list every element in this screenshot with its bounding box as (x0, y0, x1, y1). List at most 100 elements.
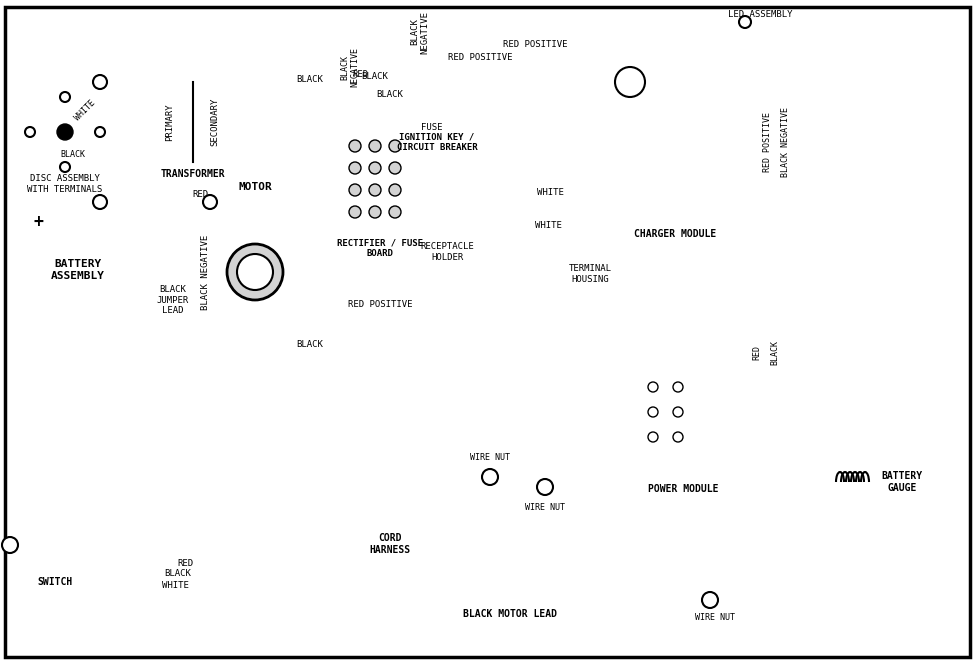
Bar (695, 112, 713, 192)
Circle shape (702, 592, 718, 608)
Text: CORD
HARNESS: CORD HARNESS (370, 533, 411, 555)
Bar (26, 217, 46, 237)
Text: POWER MODULE: POWER MODULE (648, 484, 718, 494)
Text: RED POSITIVE: RED POSITIVE (347, 299, 412, 308)
Text: BLACK: BLACK (297, 340, 323, 348)
Circle shape (389, 206, 401, 218)
Circle shape (389, 184, 401, 196)
Text: BATTERY
ASSEMBLY: BATTERY ASSEMBLY (51, 260, 105, 281)
Bar (422, 119, 440, 137)
Text: BLACK MOTOR LEAD: BLACK MOTOR LEAD (463, 609, 557, 619)
Circle shape (739, 16, 751, 28)
Text: BLACK: BLACK (61, 150, 86, 158)
Text: SWITCH: SWITCH (37, 577, 72, 587)
Circle shape (25, 127, 35, 137)
Circle shape (673, 407, 683, 417)
Text: +: + (33, 213, 43, 231)
Bar (148, 82, 238, 162)
Text: WIRE NUT: WIRE NUT (525, 502, 565, 512)
Text: CHARGER MODULE: CHARGER MODULE (633, 229, 716, 239)
Text: BATTERY
GAUGE: BATTERY GAUGE (881, 471, 922, 493)
Text: RED: RED (177, 559, 193, 569)
Circle shape (349, 162, 361, 174)
Circle shape (369, 184, 381, 196)
Text: WIRE NUT: WIRE NUT (695, 612, 735, 622)
Circle shape (60, 92, 70, 102)
Text: RED POSITIVE: RED POSITIVE (448, 52, 512, 62)
Circle shape (648, 382, 658, 392)
Circle shape (648, 407, 658, 417)
Circle shape (482, 469, 498, 485)
Text: WHITE: WHITE (73, 98, 97, 122)
Text: BLACK
JUMPER
LEAD: BLACK JUMPER LEAD (157, 285, 189, 315)
Text: RED: RED (352, 70, 368, 79)
Circle shape (369, 206, 381, 218)
Text: BLACK: BLACK (770, 340, 780, 365)
Circle shape (349, 184, 361, 196)
Circle shape (2, 537, 18, 553)
Text: DISC ASSEMBLY
WITH TERMINALS: DISC ASSEMBLY WITH TERMINALS (27, 174, 102, 194)
Text: RED: RED (752, 344, 761, 359)
Text: IGNITION KEY /
CIRCUIT BREAKER: IGNITION KEY / CIRCUIT BREAKER (396, 132, 477, 152)
Circle shape (227, 244, 283, 300)
Bar (30, 126, 100, 138)
Circle shape (237, 254, 273, 290)
Text: BLACK
NEGATIVE: BLACK NEGATIVE (410, 11, 429, 54)
Bar (645, 112, 663, 192)
Text: TERMINAL
HOUSING: TERMINAL HOUSING (568, 264, 612, 284)
Text: WHITE: WHITE (535, 220, 561, 230)
Circle shape (203, 195, 217, 209)
Text: FUSE: FUSE (422, 122, 443, 132)
Text: RECTIFIER / FUSE
BOARD: RECTIFIER / FUSE BOARD (337, 238, 423, 258)
Circle shape (673, 382, 683, 392)
Bar (440, 172, 475, 217)
Text: WHITE: WHITE (537, 187, 563, 197)
Circle shape (389, 140, 401, 152)
Text: RED: RED (192, 189, 208, 199)
Text: MOTOR: MOTOR (238, 182, 272, 192)
Text: BLACK: BLACK (361, 71, 388, 81)
Bar (600, 32, 750, 222)
Circle shape (349, 206, 361, 218)
Bar (565, 227, 615, 262)
Bar (18, 197, 138, 382)
Bar (18, 517, 93, 572)
Polygon shape (185, 202, 325, 342)
Text: LED ASSEMBLY: LED ASSEMBLY (728, 9, 793, 19)
Bar (390, 162, 485, 227)
Text: WHITE: WHITE (162, 581, 188, 591)
Text: TRANSFORMER: TRANSFORMER (161, 169, 225, 179)
Bar (59, 97, 71, 167)
Circle shape (60, 162, 70, 172)
Bar (620, 112, 638, 192)
Circle shape (349, 140, 361, 152)
Circle shape (389, 162, 401, 174)
Circle shape (615, 67, 645, 97)
Bar (340, 112, 420, 232)
Text: BLACK NEGATIVE: BLACK NEGATIVE (781, 107, 790, 177)
Text: BLACK: BLACK (297, 75, 323, 83)
Circle shape (369, 140, 381, 152)
Circle shape (537, 479, 553, 495)
Circle shape (673, 432, 683, 442)
Circle shape (93, 195, 107, 209)
Text: RED POSITIVE: RED POSITIVE (503, 40, 567, 48)
Text: RED POSITIVE: RED POSITIVE (763, 112, 772, 172)
Bar (26, 342, 46, 362)
Text: BLACK: BLACK (377, 89, 403, 99)
Text: BLACK
NEGATIVE: BLACK NEGATIVE (341, 47, 360, 87)
Bar (628, 347, 738, 477)
Circle shape (95, 127, 105, 137)
Bar (395, 172, 430, 217)
Circle shape (369, 162, 381, 174)
Circle shape (648, 432, 658, 442)
Circle shape (57, 124, 73, 140)
Text: BLACK NEGATIVE: BLACK NEGATIVE (200, 234, 210, 310)
Text: RECEPTACLE
HOLDER: RECEPTACLE HOLDER (420, 242, 474, 261)
Text: SECONDARY: SECONDARY (211, 98, 220, 146)
Circle shape (93, 75, 107, 89)
Text: BLACK: BLACK (165, 569, 191, 579)
Text: PRIMARY: PRIMARY (166, 103, 175, 141)
Text: WIRE NUT: WIRE NUT (470, 453, 510, 461)
Bar (670, 112, 688, 192)
